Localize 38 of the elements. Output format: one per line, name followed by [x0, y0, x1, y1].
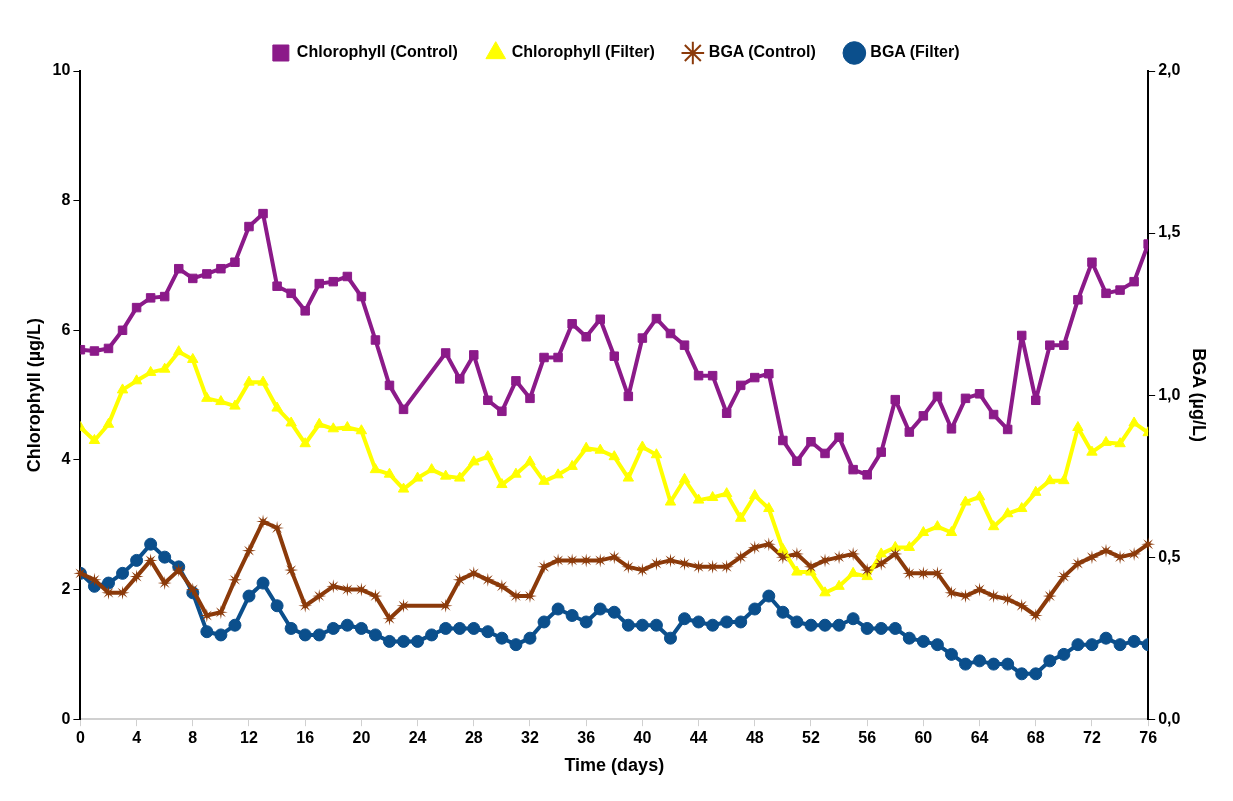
y-tick-label: 10 [52, 61, 71, 79]
x-tick-label: 72 [1083, 729, 1101, 747]
x-tick-label: 4 [132, 729, 142, 747]
x-tick-label: 0 [75, 729, 85, 747]
y2-tick-label: 1,0 [1158, 385, 1181, 403]
x-axis-title: Time (days) [564, 755, 665, 776]
x-tick-label: 20 [352, 729, 371, 747]
x-tick-label: 76 [1139, 729, 1158, 747]
legend-label: BGA (Control) [708, 43, 816, 61]
x-tick-label: 32 [521, 729, 539, 747]
x-tick-label: 40 [633, 729, 652, 747]
x-tick-label: 56 [858, 729, 877, 747]
y2-axis-title: BGA (µg/L) [1189, 348, 1210, 442]
x-tick-label: 64 [970, 729, 989, 747]
x-tick-label: 24 [408, 729, 427, 747]
x-tick-label: 52 [802, 729, 820, 747]
x-tick-label: 12 [240, 729, 258, 747]
y2-tick-label: 1,5 [1158, 223, 1181, 241]
x-tick-label: 16 [296, 729, 315, 747]
y-axis-title: Chlorophyll (µg/L) [23, 317, 44, 473]
x-tick-label: 60 [914, 729, 933, 747]
y-tick-label: 2 [61, 579, 71, 597]
y-tick-label: 6 [61, 320, 71, 338]
x-tick-label: 44 [689, 729, 708, 747]
y-tick-label: 0 [61, 709, 71, 727]
legend-label: BGA (Filter) [870, 43, 960, 61]
y2-tick-label: 0,0 [1158, 709, 1181, 727]
y2-tick-label: 2,0 [1158, 61, 1181, 79]
x-tick-label: 36 [577, 729, 596, 747]
y2-tick-label: 0,5 [1158, 547, 1181, 565]
legend-label: Chlorophyll (Control) [296, 43, 458, 61]
y-tick-label: 8 [61, 191, 71, 209]
x-tick-label: 68 [1026, 729, 1045, 747]
y-tick-label: 4 [61, 450, 71, 468]
x-tick-label: 28 [464, 729, 483, 747]
legend-label: Chlorophyll (Filter) [511, 43, 655, 61]
x-tick-label: 8 [188, 729, 198, 747]
x-tick-label: 48 [745, 729, 764, 747]
